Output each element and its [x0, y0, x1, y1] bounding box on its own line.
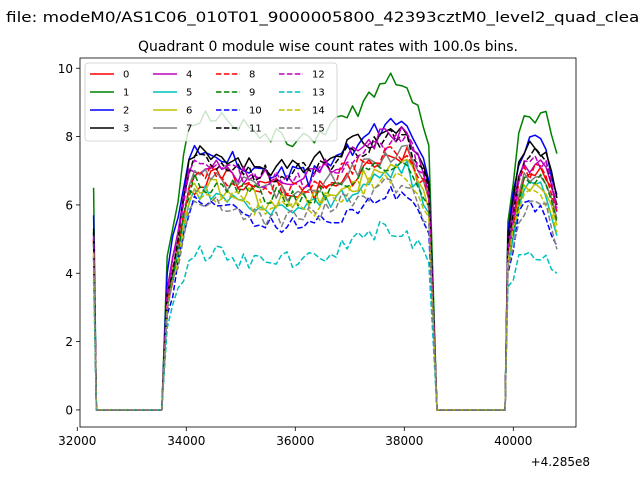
legend-label-0: 0: [123, 70, 129, 81]
legend-label-10: 10: [249, 106, 262, 117]
y-tick-label-2: 2: [65, 335, 73, 349]
chart-title: Quadrant 0 module wise count rates with …: [138, 39, 518, 55]
legend-label-14: 14: [312, 106, 325, 117]
legend-label-9: 9: [249, 88, 255, 99]
legend-label-4: 4: [186, 70, 192, 81]
x-tick-label-38000: 38000: [385, 434, 423, 448]
x-tick-label-36000: 36000: [276, 434, 314, 448]
legend-label-15: 15: [312, 124, 325, 135]
series-line-15: [92, 177, 558, 411]
y-tick-label-0: 0: [65, 403, 73, 417]
y-tick-label-8: 8: [65, 130, 73, 144]
legend-label-5: 5: [186, 88, 192, 99]
x-offset-label: +4.285e8: [531, 455, 590, 469]
series-line-8: [92, 146, 558, 411]
legend-label-2: 2: [123, 106, 129, 117]
y-tick-label-10: 10: [58, 62, 73, 76]
legend-label-12: 12: [312, 70, 325, 81]
legend-box: [84, 62, 338, 142]
legend-label-7: 7: [186, 124, 192, 135]
y-tick-label-4: 4: [65, 267, 73, 281]
plot-frame: [79, 57, 577, 428]
legend-label-8: 8: [249, 70, 255, 81]
legend-label-13: 13: [312, 88, 325, 99]
legend-label-3: 3: [123, 124, 129, 135]
legend-label-6: 6: [186, 106, 192, 117]
x-tick-label-40000: 40000: [494, 434, 532, 448]
series-line-13: [92, 220, 558, 411]
x-tick-label-32000: 32000: [58, 434, 96, 448]
y-tick-label-6: 6: [65, 198, 73, 212]
x-tick-label-34000: 34000: [167, 434, 205, 448]
figure-suptitle: n file: modeM0/AS1C06_010T01_9000005800_…: [0, 10, 640, 26]
legend-label-11: 11: [249, 124, 262, 135]
series-line-14: [92, 172, 558, 411]
legend-label-1: 1: [123, 88, 129, 99]
